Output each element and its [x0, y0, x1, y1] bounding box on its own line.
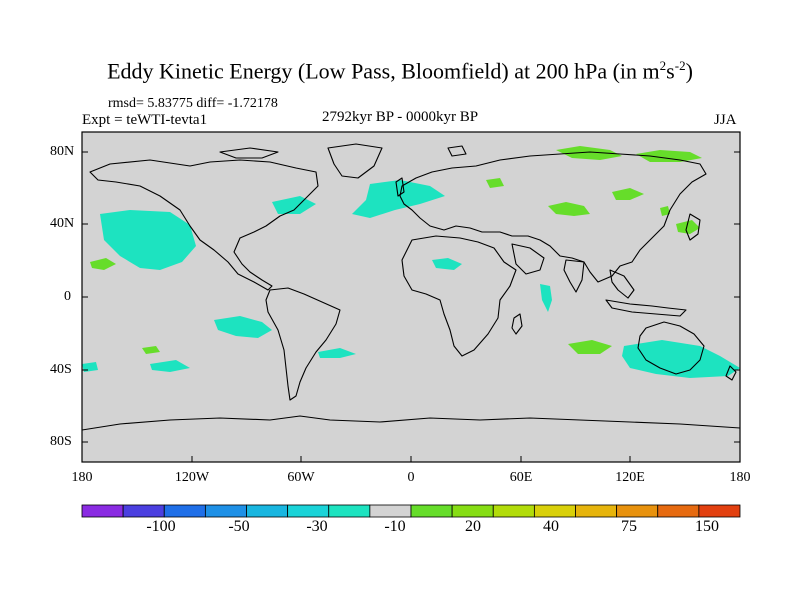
- lat-label-40s: 40S: [50, 362, 72, 377]
- title-sup-2: -2: [674, 58, 686, 73]
- lon-label-60e: 60E: [509, 470, 533, 485]
- arabia-outline: [511, 243, 545, 275]
- greenland-outline: [327, 143, 383, 179]
- green-anomaly-patches: [90, 146, 702, 354]
- indonesia-outline: [605, 299, 687, 317]
- madagascar-outline: [511, 313, 523, 335]
- lat-label-80n: 80N: [50, 144, 75, 159]
- colorbar-label-6: 40: [543, 518, 559, 535]
- south-america-outline: [265, 287, 341, 401]
- colorbar-label-8: 150: [695, 518, 719, 535]
- lon-label-180w: 180: [71, 470, 93, 485]
- period-label: 2792kyr BP - 0000kyr BP: [322, 109, 479, 125]
- lat-label-0: 0: [64, 289, 71, 304]
- lon-label-0: 0: [407, 470, 415, 485]
- colorbar-swatch: [81, 504, 124, 518]
- colorbar-label-4: -10: [384, 518, 406, 535]
- colorbar-swatch: [451, 504, 494, 518]
- southeast-asia-outline: [609, 269, 635, 299]
- lat-label-80s: 80S: [50, 434, 72, 449]
- colorbar-label-2: -50: [228, 518, 250, 535]
- colorbar-swatch: [657, 504, 700, 518]
- svalbard-outline: [447, 145, 467, 157]
- experiment-label: Expt = teWTI-tevta1: [82, 112, 208, 128]
- british-isles-outline: [395, 177, 405, 197]
- colorbar-label-1: -100: [146, 518, 176, 535]
- australia-outline: [637, 321, 705, 375]
- antarctica-outline: [82, 415, 740, 431]
- map-background: [82, 132, 740, 462]
- lon-label-180e: 180: [729, 470, 751, 485]
- india-outline: [563, 259, 585, 293]
- lon-label-60w: 60W: [287, 470, 315, 485]
- lat-label-40n: 40N: [50, 216, 75, 231]
- colorbar-swatch: [204, 504, 247, 518]
- japan-outline: [685, 213, 701, 241]
- africa-outline: [401, 235, 517, 357]
- title-end: ): [685, 58, 693, 84]
- europe-asia-outline: [399, 151, 707, 283]
- coastlines: [82, 143, 740, 431]
- map-title: Eddy Kinetic Energy (Low Pass, Bloomfiel…: [0, 58, 800, 84]
- stats-text: rmsd= 5.83775 diff= -1.72178: [108, 96, 278, 111]
- colorbar-swatch: [410, 504, 453, 518]
- colorbar-swatch: [246, 504, 289, 518]
- colorbar-swatch: [575, 504, 618, 518]
- title-sup-1: 2: [659, 58, 667, 73]
- colorbar-swatch: [698, 504, 741, 518]
- colorbar-swatch: [122, 504, 165, 518]
- colorbar-swatch: [533, 504, 576, 518]
- colorbar: [81, 504, 741, 518]
- lon-label-120e: 120E: [615, 470, 645, 485]
- colorbar-label-7: 75: [621, 518, 637, 535]
- north-america-outline: [89, 159, 319, 291]
- colorbar-label-3: -30: [306, 518, 328, 535]
- colorbar-swatch: [328, 504, 371, 518]
- colorbar-swatch: [616, 504, 659, 518]
- colorbar-swatch: [163, 504, 206, 518]
- cyan-anomaly-patches: [82, 180, 740, 378]
- colorbar-label-5: 20: [465, 518, 481, 535]
- axis-ticks: [81, 151, 741, 462]
- arctic-islands-outline: [219, 147, 279, 159]
- colorbar-swatch: [287, 504, 330, 518]
- season-label: JJA: [714, 112, 737, 128]
- title-text: Eddy Kinetic Energy (Low Pass, Bloomfiel…: [107, 58, 660, 84]
- colorbar-swatch: [492, 504, 535, 518]
- colorbar-swatch: [369, 504, 412, 518]
- lon-label-120w: 120W: [174, 470, 210, 485]
- title-mid: s: [666, 58, 675, 84]
